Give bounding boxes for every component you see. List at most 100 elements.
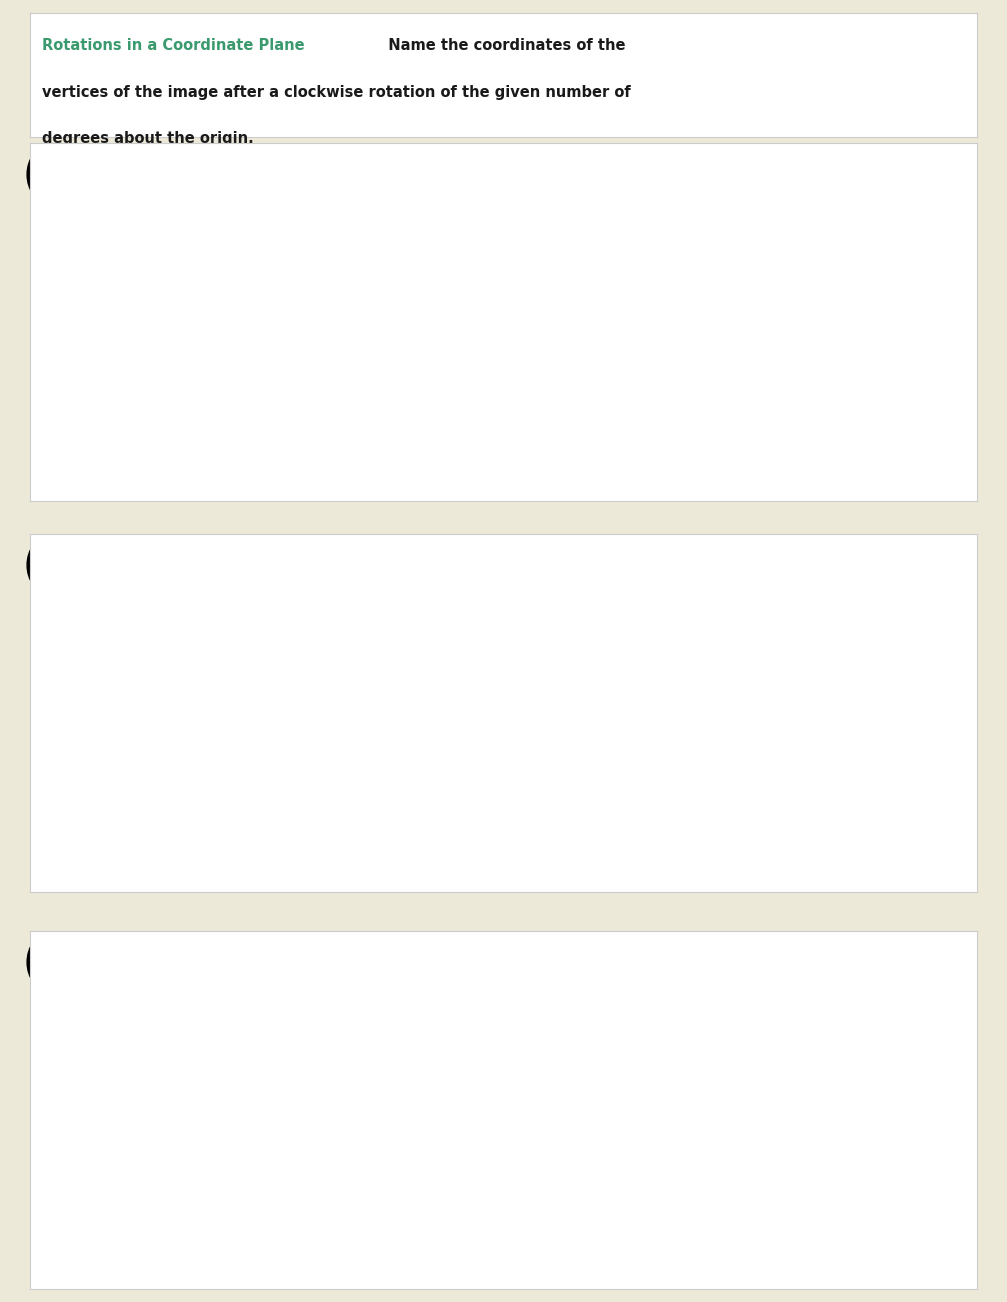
Text: 5: 5 <box>895 728 902 737</box>
Text: 1: 1 <box>738 299 745 309</box>
Text: 90°: 90° <box>83 187 127 211</box>
Text: 1: 1 <box>738 1087 745 1096</box>
Text: 270°: 270° <box>83 975 143 999</box>
Text: -5: -5 <box>738 829 749 840</box>
Text: y: y <box>159 611 166 624</box>
Text: x: x <box>449 807 456 820</box>
Text: -2: -2 <box>661 728 672 737</box>
Text: 2: 2 <box>796 1125 803 1134</box>
Text: y: y <box>290 219 297 232</box>
Circle shape <box>27 146 71 203</box>
Text: 2: 2 <box>796 728 803 737</box>
Text: F: F <box>365 1139 376 1155</box>
Text: -6: -6 <box>738 462 749 471</box>
Text: y: y <box>741 947 748 960</box>
Text: b.: b. <box>40 556 58 574</box>
Text: -3: -3 <box>627 728 638 737</box>
Text: L: L <box>422 263 432 277</box>
Text: -3: -3 <box>627 1125 638 1134</box>
Text: D: D <box>239 1229 251 1243</box>
Text: -1: -1 <box>694 1125 705 1134</box>
Text: 0: 0 <box>726 337 732 346</box>
Text: -4: -4 <box>594 728 605 737</box>
Text: 4: 4 <box>862 337 869 346</box>
Text: c.: c. <box>41 953 57 971</box>
Text: x: x <box>962 1126 969 1139</box>
Text: -2: -2 <box>738 1156 749 1167</box>
Text: -6: -6 <box>738 1250 749 1259</box>
Text: 1: 1 <box>200 836 208 849</box>
Text: vertices of the image after a clockwise rotation of the given number of: vertices of the image after a clockwise … <box>41 85 630 100</box>
Bar <box>534 975 931 1255</box>
Text: 4: 4 <box>862 728 869 737</box>
Text: -4: -4 <box>594 1125 605 1134</box>
Bar <box>534 187 931 467</box>
Text: 4: 4 <box>738 229 745 240</box>
Text: 3: 3 <box>738 1040 745 1051</box>
Text: M: M <box>422 417 438 432</box>
Text: -2: -2 <box>738 368 749 379</box>
Text: x: x <box>449 1074 456 1087</box>
Text: K: K <box>218 263 230 277</box>
Text: -1: -1 <box>694 728 705 737</box>
Text: Q: Q <box>313 676 326 691</box>
Text: 1: 1 <box>200 1070 208 1083</box>
Text: 3: 3 <box>738 643 745 654</box>
Text: -5: -5 <box>738 1226 749 1237</box>
Text: -3: -3 <box>738 783 749 793</box>
Text: 3: 3 <box>738 253 745 263</box>
Text: 5: 5 <box>738 596 745 607</box>
Text: -4: -4 <box>738 806 749 816</box>
Text: 3: 3 <box>829 337 836 346</box>
Text: 1: 1 <box>762 337 769 346</box>
Text: -4: -4 <box>594 337 605 346</box>
Text: -6: -6 <box>528 1125 539 1134</box>
Text: 4: 4 <box>862 1125 869 1134</box>
Text: 4: 4 <box>738 620 745 630</box>
Text: -1: -1 <box>694 337 705 346</box>
Text: 1: 1 <box>738 690 745 699</box>
Text: P: P <box>185 720 196 734</box>
Text: -4: -4 <box>738 415 749 426</box>
Text: Rotations in a Coordinate Plane: Rotations in a Coordinate Plane <box>41 38 304 53</box>
Text: y: y <box>741 159 748 172</box>
Text: -4: -4 <box>738 1203 749 1213</box>
Text: 1: 1 <box>137 1042 145 1055</box>
Text: 6: 6 <box>928 337 936 346</box>
Text: R: R <box>365 775 377 789</box>
Text: 3: 3 <box>829 1125 836 1134</box>
Text: -2: -2 <box>738 759 749 769</box>
Text: S: S <box>302 832 313 846</box>
Text: 5: 5 <box>738 206 745 216</box>
Text: -1: -1 <box>738 737 749 746</box>
Text: x: x <box>962 729 969 742</box>
Text: -3: -3 <box>627 337 638 346</box>
Text: 1: 1 <box>762 1125 769 1134</box>
Text: -1: -1 <box>738 1134 749 1143</box>
Circle shape <box>27 934 71 991</box>
Text: 4: 4 <box>738 1017 745 1027</box>
Text: -5: -5 <box>561 337 572 346</box>
Text: 6: 6 <box>928 1125 936 1134</box>
Text: Name the coordinates of the: Name the coordinates of the <box>378 38 625 53</box>
Text: 1: 1 <box>323 428 331 441</box>
Text: y: y <box>159 1008 166 1021</box>
Text: J: J <box>134 393 139 408</box>
Text: 6: 6 <box>738 971 745 980</box>
Text: 5: 5 <box>738 993 745 1004</box>
Text: -6: -6 <box>528 337 539 346</box>
Text: 1: 1 <box>137 775 145 788</box>
Circle shape <box>27 536 71 594</box>
Bar <box>534 578 931 858</box>
Text: a.: a. <box>40 165 58 184</box>
Text: 2: 2 <box>265 276 273 289</box>
Text: -3: -3 <box>738 1180 749 1190</box>
Text: 6: 6 <box>738 574 745 583</box>
Text: x: x <box>962 339 969 352</box>
Text: 2: 2 <box>738 1064 745 1074</box>
Text: 0: 0 <box>726 728 732 737</box>
Text: 1: 1 <box>762 728 769 737</box>
Text: -3: -3 <box>738 392 749 402</box>
Text: -2: -2 <box>661 337 672 346</box>
Text: 3: 3 <box>829 728 836 737</box>
